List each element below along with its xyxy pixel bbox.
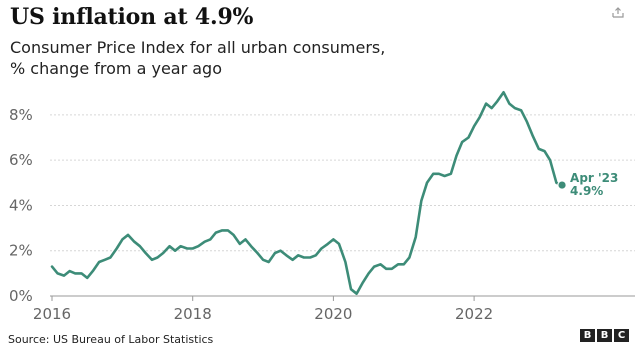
y-tick-label-4: 4% [9,196,33,214]
y-tick-label-2: 2% [9,242,33,260]
x-tick-label-2022: 2022 [455,305,493,323]
logo-letter-c: C [614,329,629,342]
chart-title: US inflation at 4.9% [10,4,254,30]
logo-letter-b1: B [580,329,595,342]
chart-subtitle: Consumer Price Index for all urban consu… [10,37,570,79]
y-tick-label-0: 0% [9,287,33,305]
logo-letter-b2: B [597,329,612,342]
bbc-logo: B B C [580,329,629,342]
share-icon[interactable] [611,7,625,19]
annotation-date-label: Apr '23 [570,171,618,185]
annotation-value-label: 4.9% [570,184,603,198]
latest-point-marker [557,180,567,190]
x-tick-label-2016: 2016 [33,305,71,323]
source-note: Source: US Bureau of Labor Statistics [8,333,214,346]
subtitle-line-1: Consumer Price Index for all urban consu… [10,38,386,57]
subtitle-line-2: % change from a year ago [10,59,222,78]
cpi-series-line [50,91,564,295]
x-tick-label-2018: 2018 [174,305,212,323]
x-tick-label-2020: 2020 [314,305,352,323]
y-tick-label-6: 6% [9,151,33,169]
y-tick-label-8: 8% [9,106,33,124]
